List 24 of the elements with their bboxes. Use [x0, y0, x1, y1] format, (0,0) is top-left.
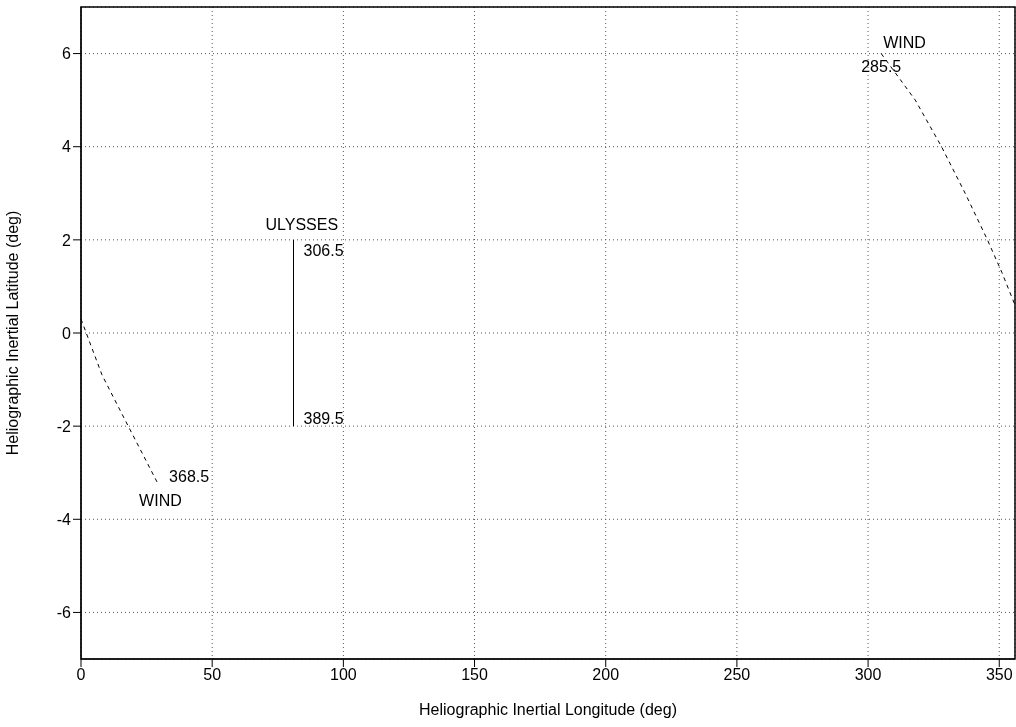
y-tick-label: -6 — [56, 604, 72, 622]
x-tick-label: 350 — [985, 666, 1013, 684]
x-tick-label: 100 — [330, 666, 357, 684]
annotation: WIND — [139, 492, 182, 510]
y-tick-label: -4 — [56, 510, 72, 528]
x-tick-label: 150 — [461, 666, 488, 684]
annotation: 389.5 — [303, 410, 344, 428]
annotation: 368.5 — [169, 468, 210, 486]
x-axis-title: Heliographic Inertial Longitude (deg) — [419, 701, 677, 718]
y-tick-label: 2 — [62, 231, 72, 249]
annotation: WIND — [883, 33, 926, 51]
x-tick-label: 50 — [203, 666, 222, 684]
annotation: ULYSSES — [265, 215, 339, 233]
annotation: 285.5 — [861, 57, 902, 75]
y-axis-title: Heliographic Inertial Latitude (deg) — [3, 210, 21, 456]
y-tick-label: 4 — [62, 138, 72, 156]
x-tick-label: 0 — [76, 666, 86, 684]
y-tick-label: -2 — [56, 417, 72, 435]
x-tick-label: 250 — [723, 666, 751, 684]
y-tick-label: 0 — [62, 324, 72, 342]
x-tick-label: 200 — [592, 666, 620, 684]
x-tick-label: 300 — [854, 666, 882, 684]
y-tick-label: 6 — [62, 45, 72, 63]
annotation: 306.5 — [303, 241, 344, 259]
